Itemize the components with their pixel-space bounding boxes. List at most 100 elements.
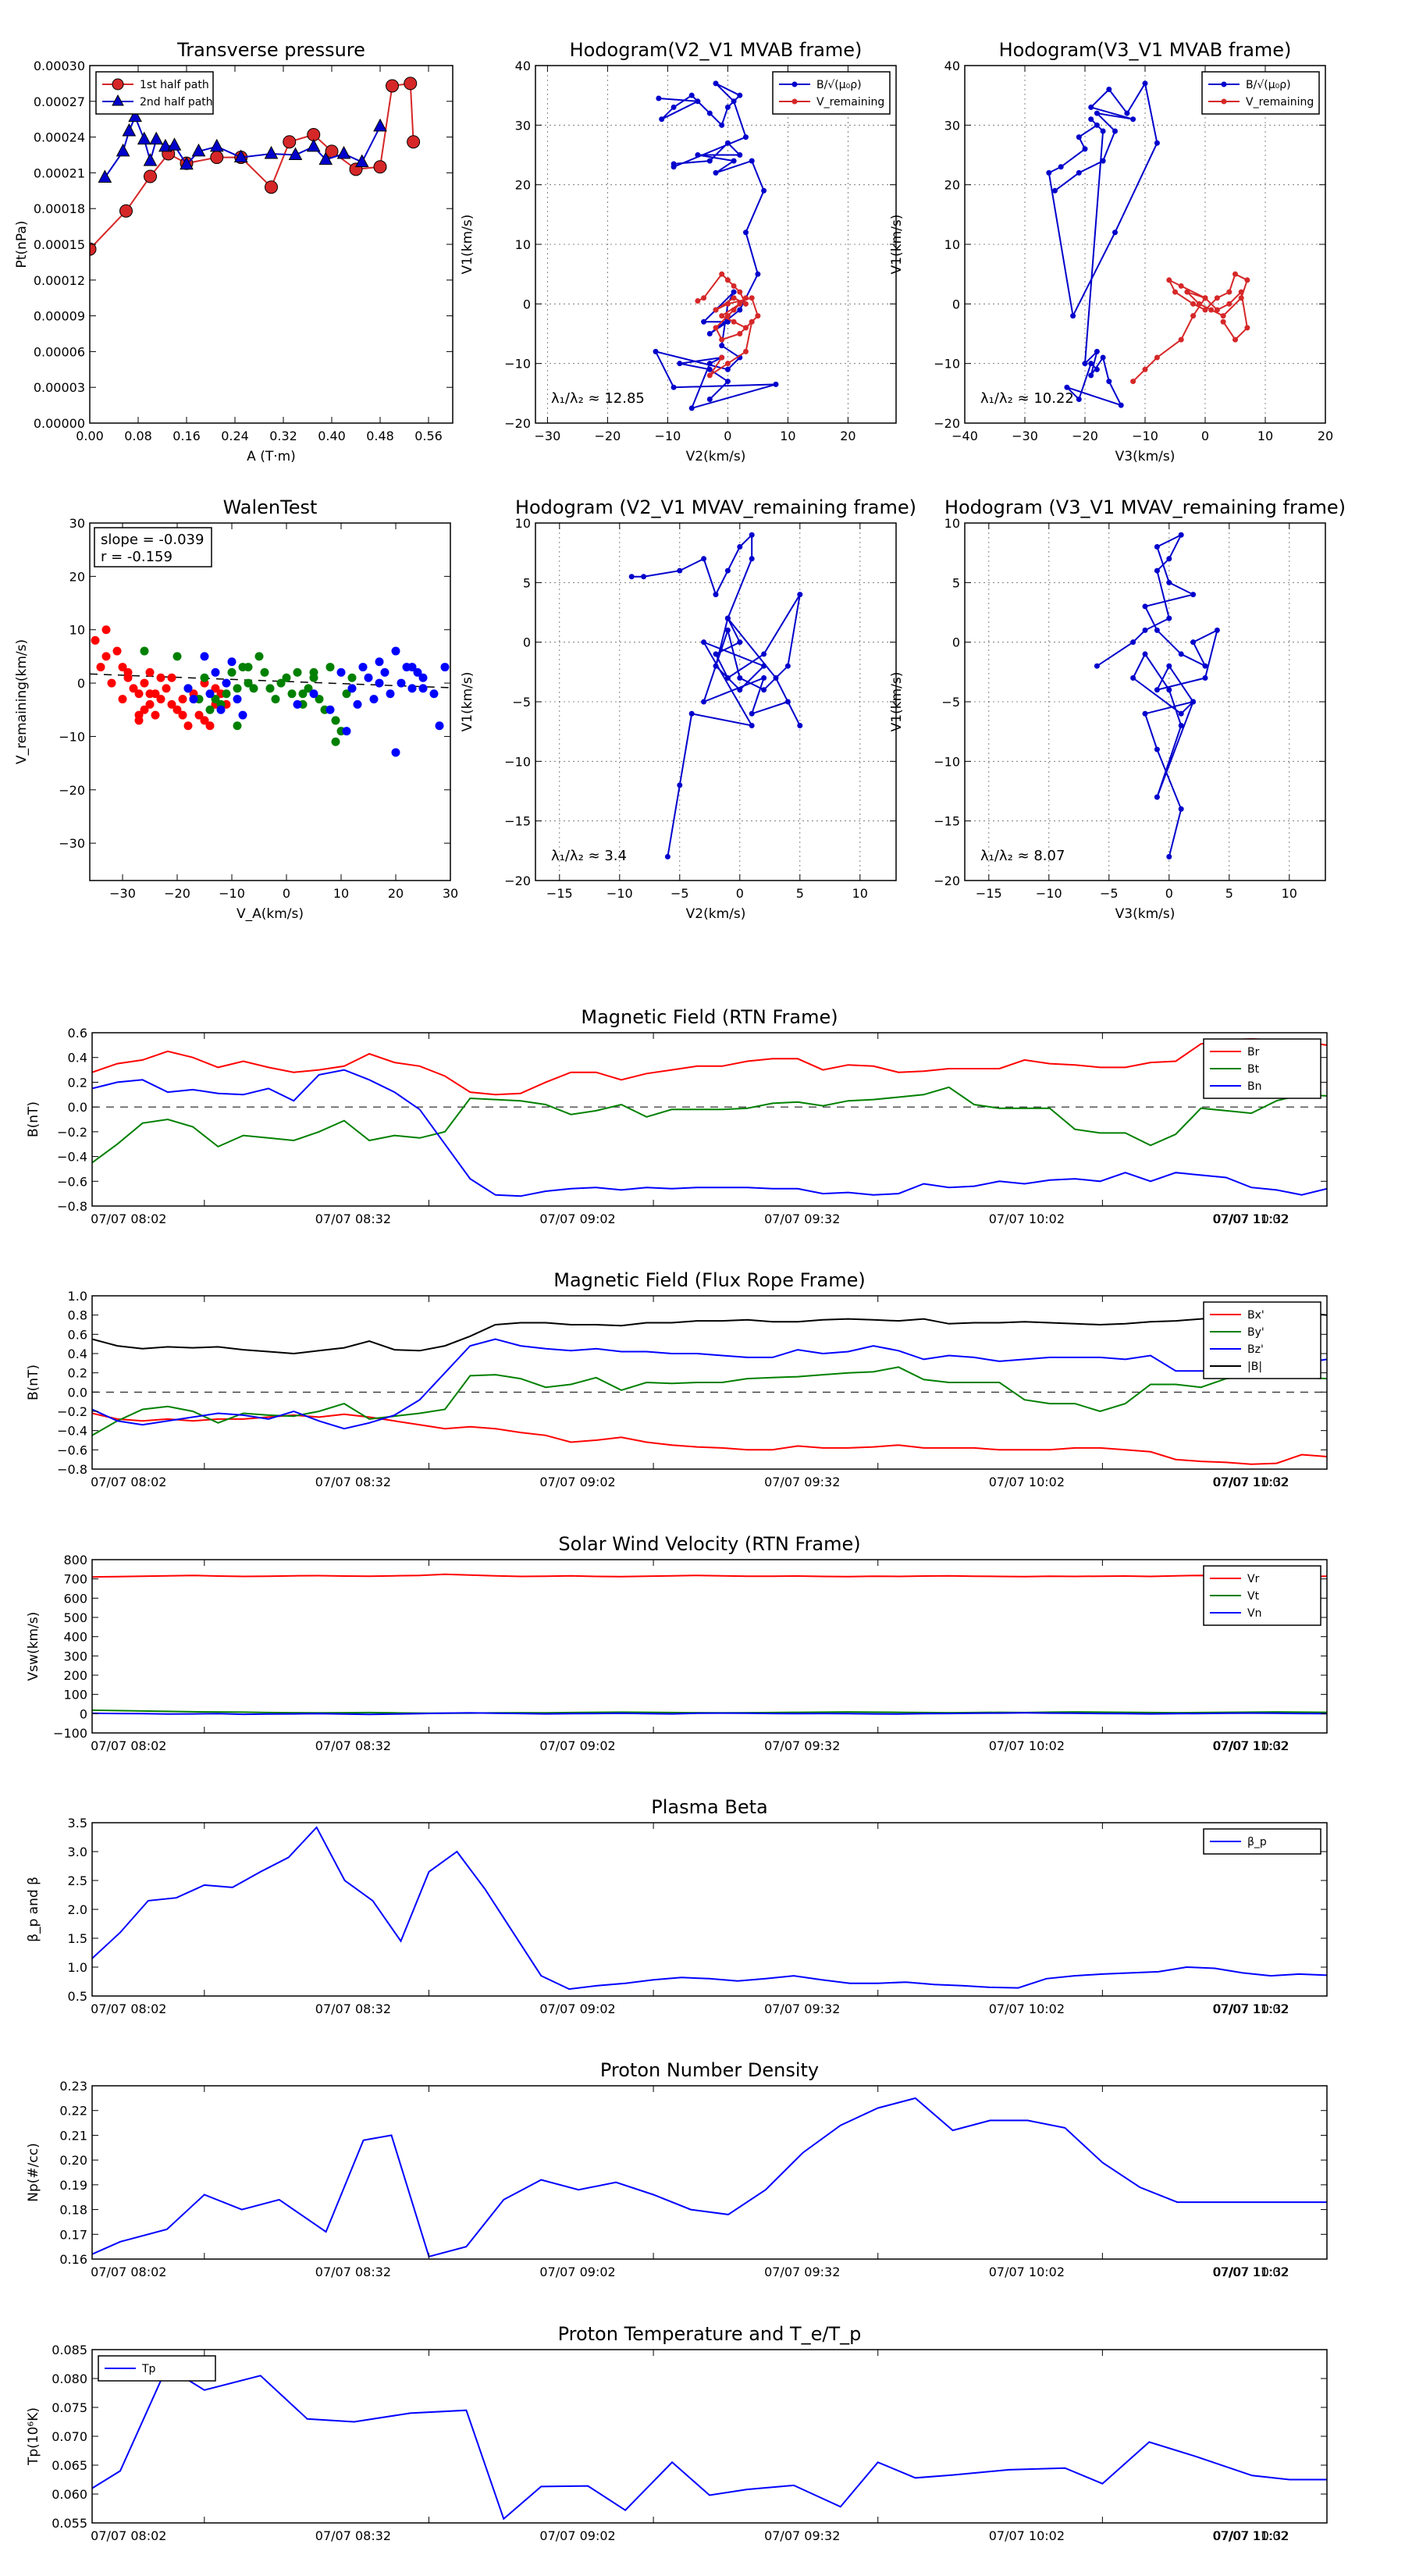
series-line-B/√(μ₀ρ) xyxy=(1048,81,1158,407)
data-point xyxy=(1142,80,1148,87)
x-tick-label: −15 xyxy=(976,886,1002,901)
x-tick-label: 10 xyxy=(1257,429,1273,443)
x-tick-label: 0 xyxy=(736,886,744,901)
data-point xyxy=(200,673,209,682)
x-tick-label: 07/07 11:02 xyxy=(1212,1212,1288,1226)
data-point xyxy=(724,313,731,319)
data-point xyxy=(358,663,368,672)
data-point xyxy=(737,674,743,681)
legend: B/√(μ₀ρ) V_remaining xyxy=(772,71,891,115)
x-axis-label: V3(km/s) xyxy=(1115,906,1176,922)
series-line-Bx' xyxy=(92,1412,1327,1465)
panel-proton_temperature: 0.055 0.060 0.065 0.070 0.075 0.080 0.085 07/07… xyxy=(26,2323,1328,2543)
data-point xyxy=(653,348,659,354)
x-tick-label: 07/07 09:02 xyxy=(539,2001,615,2016)
y-tick-label: 0.8 xyxy=(68,1308,87,1323)
data-point xyxy=(724,366,731,372)
x-tick-label: 07/07 08:32 xyxy=(315,2528,391,2543)
y-tick-label: 5 xyxy=(952,575,960,590)
y-tick-label: 0 xyxy=(523,297,531,311)
panel-title: Hodogram(V3_V1 MVAB frame) xyxy=(999,39,1292,61)
data-point xyxy=(1154,544,1160,550)
x-axis-label: V_A(km/s) xyxy=(237,906,304,922)
x-tick-label: −20 xyxy=(595,429,621,443)
data-point xyxy=(1106,87,1112,93)
y-tick-label: 2.0 xyxy=(68,1902,87,1917)
x-tick-label: 07/07 10:32 xyxy=(1213,2001,1289,2016)
y-tick-label: 0.070 xyxy=(52,2429,87,2444)
x-tick-label: −10 xyxy=(655,429,681,443)
data-point xyxy=(107,678,116,688)
eigenvalue-ratio-label: λ₁/λ₂ ≈ 12.85 xyxy=(551,390,645,407)
y-tick-label: 0.22 xyxy=(59,2104,87,2119)
data-point xyxy=(122,123,137,137)
stats-box xyxy=(94,527,212,568)
data-point xyxy=(731,158,737,164)
x-tick-label: 5 xyxy=(796,886,804,901)
data-point xyxy=(210,151,224,165)
data-point xyxy=(749,318,755,325)
data-point xyxy=(706,396,713,402)
x-tick-label: 0.24 xyxy=(221,429,249,443)
data-point xyxy=(688,710,695,717)
y-tick-label: 10 xyxy=(944,516,960,531)
data-point xyxy=(731,289,737,295)
data-point xyxy=(737,331,743,336)
plot-frame xyxy=(91,1559,1328,1734)
x-tick-label: 07/07 10:02 xyxy=(989,1738,1065,1753)
data-point xyxy=(391,748,400,757)
data-point xyxy=(1172,289,1178,295)
data-point xyxy=(96,663,105,672)
data-point xyxy=(1088,116,1094,123)
data-point xyxy=(719,343,725,349)
data-point xyxy=(1202,663,1208,669)
y-axis-label: Pt(nPa) xyxy=(14,221,30,269)
legend-marker xyxy=(791,98,798,105)
data-point xyxy=(143,153,158,166)
data-point xyxy=(1118,402,1124,408)
y-tick-label: 0 xyxy=(952,297,960,311)
data-point xyxy=(137,131,151,145)
y-tick-label: 30 xyxy=(515,118,531,133)
data-point xyxy=(1076,169,1082,176)
data-point xyxy=(1154,627,1160,633)
data-point xyxy=(156,695,165,704)
data-point xyxy=(413,667,422,677)
x-tick-label: 0 xyxy=(1201,429,1209,443)
data-point xyxy=(386,689,395,699)
x-tick-label: 07/07 10:32 xyxy=(1213,1475,1289,1489)
x-tick-label: 07/07 09:32 xyxy=(764,1738,840,1753)
data-point xyxy=(670,161,677,167)
data-point xyxy=(178,710,187,720)
y-tick-label: 400 xyxy=(63,1630,87,1645)
data-point xyxy=(1232,336,1238,343)
series-line-|B| xyxy=(92,1311,1327,1355)
data-point xyxy=(222,678,231,688)
x-tick-label: 10 xyxy=(852,886,868,901)
data-point xyxy=(1154,354,1160,361)
data-point xyxy=(380,667,389,677)
y-tick-label: −15 xyxy=(504,814,531,829)
data-point xyxy=(145,667,155,677)
data-point xyxy=(407,663,417,672)
data-point xyxy=(191,143,206,157)
y-tick-label: −10 xyxy=(504,754,531,769)
plot-area xyxy=(92,1311,1327,1465)
y-axis-label: Tp(10⁶K) xyxy=(26,2407,41,2466)
data-point xyxy=(749,710,755,717)
plot-frame xyxy=(964,522,1326,881)
data-point xyxy=(189,695,198,704)
data-point xyxy=(309,689,318,699)
panel-walen_test: −30 −20 −10 0 10 20 30 −30 −20 −10 0 10 20 30 WalenTes… xyxy=(14,496,458,922)
data-point xyxy=(656,95,662,101)
data-point xyxy=(205,689,215,699)
plot-area xyxy=(92,1037,1327,1197)
y-tick-label: 40 xyxy=(515,59,531,73)
legend-label: 1st half path xyxy=(140,79,209,91)
data-point xyxy=(713,325,719,331)
data-point xyxy=(90,242,97,256)
x-tick-label: 07/07 08:02 xyxy=(91,2528,166,2543)
data-point xyxy=(140,678,149,688)
data-point xyxy=(1166,615,1172,621)
data-point xyxy=(336,667,346,677)
